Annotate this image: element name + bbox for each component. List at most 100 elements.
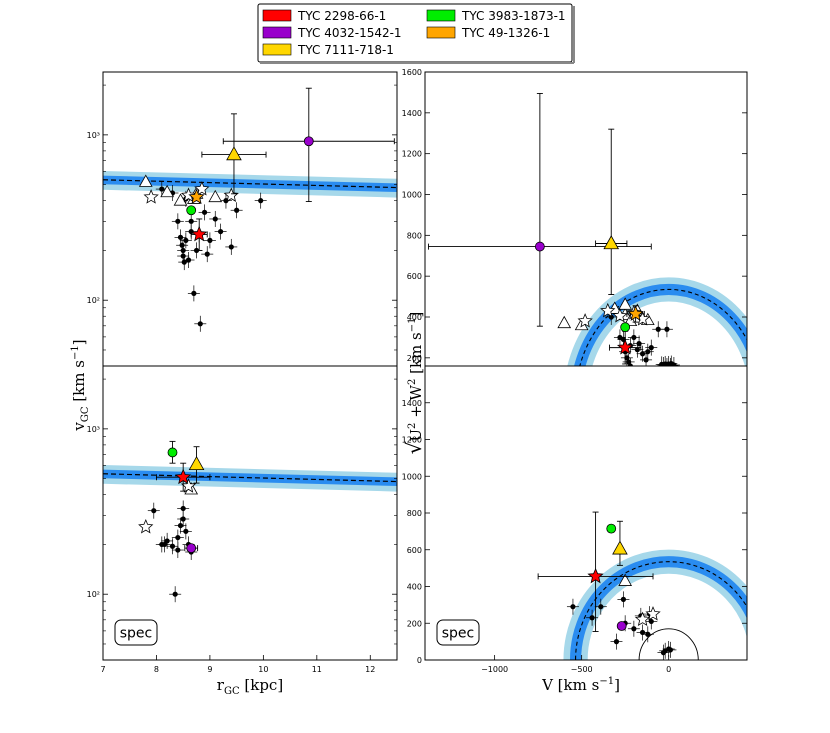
- data-point: [234, 207, 240, 213]
- data-point: [655, 326, 661, 332]
- legend-label-tyc-7111: TYC 7111-718-1: [297, 43, 394, 57]
- x-tick-label: 0: [666, 665, 671, 674]
- left-x-axis-label: rGC [kpc]: [217, 676, 283, 697]
- data-point: [258, 198, 264, 204]
- data-point: [164, 538, 170, 544]
- y-tick-label: 400: [407, 313, 422, 322]
- data-point: [204, 251, 210, 257]
- data-point: [570, 604, 576, 610]
- legend-label-tyc-2298: TYC 2298-66-1: [297, 9, 386, 23]
- data-point: [631, 626, 637, 632]
- marker-tyc-3983-1873-1: [620, 322, 631, 333]
- escape-ring-line: [575, 561, 747, 660]
- axes-frame: [102, 365, 398, 661]
- open-star-marker: [577, 313, 593, 328]
- data-point: [626, 359, 632, 365]
- marker-tyc-4032-1542-1: [534, 241, 545, 252]
- open-star-marker: [194, 181, 210, 196]
- escape-curve-line: [103, 179, 397, 189]
- data-point: [185, 257, 192, 263]
- legend-swatch-tyc-2298: [262, 9, 292, 22]
- plot-area: [103, 87, 397, 332]
- right-y-axis-label: √U2 + W2 [km s−1]: [402, 312, 426, 455]
- y-tick-label: 1200: [402, 150, 422, 159]
- escape-curve-line: [103, 473, 397, 483]
- x-tick-label: −500: [571, 665, 593, 674]
- data-point: [228, 244, 234, 250]
- legend-label-tyc-3983: TYC 3983-1873-1: [461, 9, 566, 23]
- y-tick-label: 10³: [87, 425, 100, 434]
- y-tick-label: 1600: [402, 68, 422, 77]
- data-point: [648, 345, 654, 351]
- x-tick-label: 9: [207, 665, 212, 674]
- y-tick-label: 600: [407, 272, 422, 281]
- marker-tyc-4032-1542-1: [186, 543, 197, 554]
- data-point: [188, 218, 194, 224]
- data-point: [218, 228, 224, 235]
- data-point: [207, 237, 213, 243]
- legend-swatch-tyc-49: [426, 26, 456, 39]
- legend: TYC 2298-66-1 TYC 3983-1873-1 TYC 4032-1…: [257, 3, 575, 64]
- legend-label-tyc-4032: TYC 4032-1542-1: [297, 26, 402, 40]
- data-point: [660, 650, 667, 656]
- data-point: [191, 290, 197, 296]
- legend-swatch-tyc-7111: [262, 43, 292, 56]
- marker-tyc-7111-718-1: [603, 235, 620, 250]
- y-tick-label: 800: [407, 231, 422, 240]
- marker-tyc-49-1326-1: [188, 188, 205, 205]
- y-tick-label: 400: [407, 583, 422, 592]
- y-tick-label: 1000: [402, 472, 422, 481]
- marker-tyc-7111-718-1: [612, 540, 628, 555]
- data-point: [175, 534, 181, 541]
- y-tick-label: 600: [407, 546, 422, 555]
- x-tick-label: 11: [312, 665, 322, 674]
- marker-tyc-7111-718-1: [188, 456, 205, 471]
- spec-annotation-label: spec: [442, 626, 475, 642]
- plot-area: [103, 440, 397, 603]
- marker-tyc-3983-1873-1: [606, 523, 617, 534]
- data-point: [659, 361, 665, 366]
- data-point: [181, 259, 187, 265]
- marker-tyc-4032-1542-1: [616, 621, 627, 631]
- x-tick-label: −1000: [481, 665, 508, 674]
- legend-label-tyc-49: TYC 49-1326-1: [461, 26, 550, 40]
- y-tick-label: 10²: [87, 590, 100, 599]
- open-triangle-marker: [173, 193, 188, 206]
- spec-annotation-box: [114, 619, 158, 646]
- marker-tyc-7111-718-1: [226, 146, 242, 161]
- marker-tyc-2298-66-1: [617, 339, 634, 355]
- marker-tyc-2298-66-1: [191, 225, 208, 242]
- open-triangle-marker: [618, 297, 633, 310]
- data-point: [180, 253, 186, 259]
- data-point: [613, 639, 620, 645]
- data-point: [169, 543, 176, 549]
- data-point: [183, 237, 189, 243]
- data-point: [671, 362, 677, 366]
- open-star-marker: [138, 518, 154, 534]
- right-x-axis-label: V [km s−1]: [541, 676, 620, 694]
- data-point: [639, 629, 646, 636]
- data-point: [664, 326, 670, 332]
- legend-swatch-tyc-3983: [426, 9, 456, 22]
- data-point: [177, 522, 184, 529]
- y-tick-label: 0: [417, 656, 422, 665]
- x-tick-label: 8: [154, 665, 159, 674]
- open-triangle-marker: [138, 174, 153, 187]
- data-point: [175, 218, 181, 224]
- marker-tyc-49-1326-1: [627, 305, 644, 321]
- open-star-marker: [645, 606, 661, 621]
- open-triangle-marker: [160, 184, 175, 198]
- data-point: [667, 647, 674, 653]
- data-point: [180, 505, 186, 512]
- data-point: [643, 357, 649, 363]
- spec-annotation-box: [436, 619, 480, 646]
- data-point: [151, 508, 157, 514]
- marker-tyc-3983-1873-1: [167, 447, 178, 458]
- open-triangle-marker: [618, 573, 633, 586]
- data-point: [159, 186, 165, 192]
- data-point: [172, 591, 178, 597]
- x-tick-label: 7: [100, 665, 105, 674]
- data-point: [589, 615, 595, 621]
- escape-ring-inner: [574, 283, 747, 366]
- data-point: [639, 351, 646, 357]
